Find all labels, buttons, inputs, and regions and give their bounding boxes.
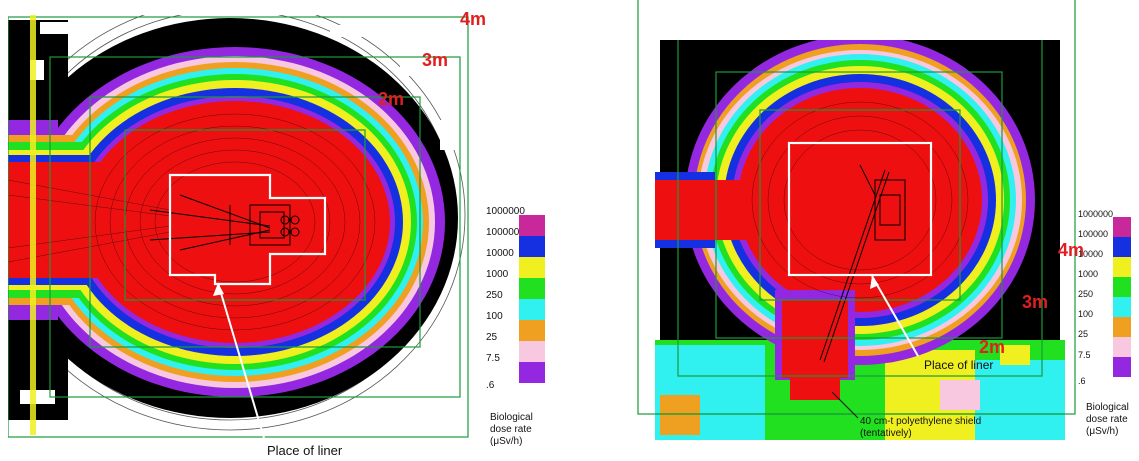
right-legend-caption-1: Biological [1086, 402, 1129, 413]
right-legend-caption-2: dose rate [1086, 414, 1128, 425]
left-label-3m: 3m [422, 50, 448, 70]
left-legend-tick-5: 100 [486, 311, 503, 322]
left-legend-tick-2: 10000 [486, 248, 514, 259]
right-legend: 1000000 100000 10000 1000 250 100 25 7.5… [1078, 209, 1131, 437]
left-equipment [149, 194, 300, 251]
left-label-4m: 4m [460, 9, 486, 29]
liner-outline-right [787, 141, 933, 277]
left-legend-caption-2: dose rate [490, 424, 532, 435]
right-outer-frame [637, 0, 1076, 415]
left-legend-tick-3: 1000 [486, 269, 509, 280]
right-equipment [819, 164, 906, 363]
shield-note-line-1: 40 cm-t polyethylene shield [860, 416, 981, 427]
shield-note-line-2: (tentatively) [860, 428, 912, 439]
right-shield-plume [775, 290, 855, 400]
right-legend-tick-6: 25 [1078, 329, 1088, 339]
left-legend-caption-3: (μSv/h) [490, 436, 522, 447]
left-label-2m: 2m [378, 89, 404, 109]
left-dose-map [8, 15, 478, 440]
right-legend-tick-7: 7.5 [1078, 350, 1091, 360]
right-dose-map [655, 40, 1065, 440]
left-callout-arrowhead [213, 283, 224, 296]
right-legend-tick-0: 1000000 [1078, 209, 1113, 219]
left-legend-tick-4: 250 [486, 290, 503, 301]
right-bottom-speckle [655, 340, 1065, 440]
right-label-4m: 4m [1058, 240, 1084, 260]
right-legend-tick-5: 100 [1078, 309, 1093, 319]
right-label-3m: 3m [1022, 292, 1048, 312]
right-legend-tick-4: 250 [1078, 289, 1093, 299]
right-contour-lines [751, 101, 969, 299]
liner-outline-left [168, 173, 327, 286]
right-callout-line [871, 275, 919, 357]
left-legend-tick-6: 25 [486, 332, 498, 343]
right-legend-tick-2: 10000 [1078, 249, 1103, 259]
left-green-frames [8, 16, 469, 438]
right-zone-red [738, 88, 982, 312]
left-callout-text: Place of liner [267, 443, 343, 458]
left-legend-tick-1: 100000 [486, 227, 520, 238]
left-strip-yellow [30, 15, 36, 435]
left-legend-caption-1: Biological [490, 412, 533, 423]
right-callout-arrowhead [870, 276, 879, 289]
right-legend-tick-3: 1000 [1078, 269, 1098, 279]
left-callout-line [217, 282, 265, 439]
left-legend: 1000000 100000 10000 1000 250 100 25 7.5… [486, 206, 545, 447]
right-legend-tick-8: .6 [1078, 376, 1086, 386]
left-legend-tick-7: 7.5 [486, 353, 500, 364]
right-legend-caption-3: (μSv/h) [1086, 426, 1118, 437]
right-callout-text: Place of liner [924, 358, 993, 372]
left-zone-red [80, 101, 390, 343]
right-legend-tick-1: 100000 [1078, 229, 1108, 239]
right-label-2m: 2m [979, 337, 1005, 357]
left-legend-tick-0: 1000000 [486, 206, 525, 217]
left-legend-tick-8: .6 [486, 380, 495, 391]
shield-callout-line [831, 391, 859, 419]
